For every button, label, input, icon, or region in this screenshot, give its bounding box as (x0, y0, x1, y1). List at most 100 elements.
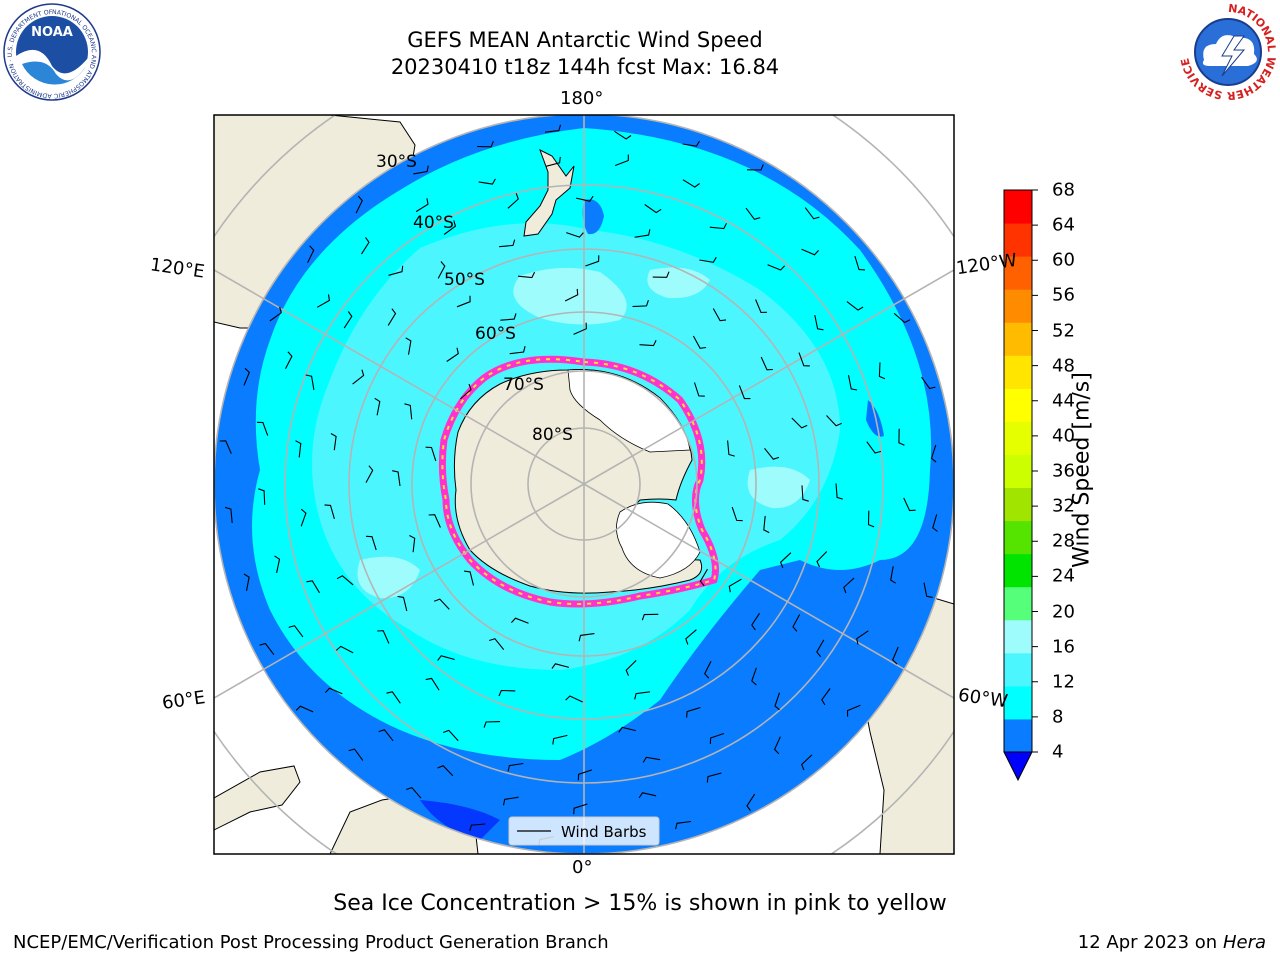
colorbar-segment (1004, 652, 1032, 687)
colorbar-segment (1004, 685, 1032, 720)
wind-barb (709, 223, 727, 230)
lat-label-60s: 60°S (475, 324, 516, 344)
wind-barb (564, 288, 579, 302)
wind-barb (801, 754, 813, 771)
wind-barb (932, 514, 938, 532)
wind-barb (305, 374, 315, 391)
lat-label-50s: 50°S (444, 270, 485, 290)
wind-barb (816, 639, 825, 658)
wind-barb (243, 573, 250, 592)
wind-barb (578, 633, 595, 642)
wind-barb (791, 417, 808, 429)
wind-barb (575, 195, 594, 202)
wind-barb (792, 614, 801, 632)
wind-barb (336, 575, 354, 586)
wind-barb (642, 756, 661, 763)
colorbar-segment (1004, 586, 1032, 621)
wind-barb (573, 322, 587, 335)
wind-barb (930, 444, 937, 463)
colorbar-tick-label: 40 (1052, 425, 1075, 447)
chart-subtitle: 20230410 t18z 144h fcst Max: 16.84 (390, 55, 780, 79)
wind-barb (565, 695, 583, 703)
wind-barb (890, 566, 896, 584)
wind-barb (854, 255, 866, 271)
wind-barb (316, 294, 331, 308)
wind-barb (764, 447, 780, 460)
wind-barb (500, 313, 517, 321)
colorbar-segment (1004, 355, 1032, 389)
ice-shelf-ronne (616, 501, 701, 579)
wind-barb (404, 403, 413, 420)
wind-barb (285, 351, 293, 370)
wind-barb (826, 415, 842, 427)
colorbar-segment (1004, 289, 1032, 323)
wind-barb (746, 164, 764, 171)
wind-barb (731, 506, 743, 522)
wind-barb (348, 748, 364, 761)
colorbar-segment (1004, 388, 1032, 422)
wind-barb (259, 642, 275, 656)
wind-barb (386, 691, 401, 704)
wind-barb (615, 154, 629, 167)
wind-barb (306, 580, 320, 594)
wind-barb (685, 629, 697, 645)
colorbar-tick-label: 60 (1052, 249, 1075, 271)
colorbar-segment (1004, 256, 1032, 290)
wind-barb (387, 308, 397, 326)
footer-host: Hera (1222, 932, 1266, 953)
colorbar-extend-arrow (1003, 751, 1033, 782)
wind-barb (682, 179, 700, 188)
wind-barb (709, 732, 725, 745)
wind-barb (835, 483, 843, 500)
colorbar-label: Wind Speed [m/s] (1069, 372, 1095, 568)
colorbar-tick-label: 24 (1052, 565, 1075, 587)
colorbar (1003, 189, 1038, 782)
wind-barb (343, 311, 353, 329)
wind-barb (693, 382, 705, 397)
wind-barb (801, 485, 809, 502)
wind-barb (675, 820, 691, 830)
wind-barb (779, 552, 792, 569)
wind-barb (760, 356, 773, 371)
wind-barb (502, 796, 519, 806)
wind-barb (751, 612, 760, 631)
wind-barb (798, 352, 810, 367)
wind-barb (335, 645, 354, 654)
noaa-logo-text: NOAA (31, 25, 73, 40)
colorbar-tick-label: 48 (1052, 355, 1075, 377)
wind-barb (224, 506, 233, 524)
wind-barb (921, 376, 936, 390)
wind-barb (443, 729, 459, 742)
wind-barb (634, 229, 651, 238)
land-new-zealand (523, 148, 575, 237)
wind-barb (256, 421, 269, 436)
wind-barb (755, 299, 767, 313)
wind-barb (361, 237, 370, 255)
wind-barb (507, 762, 524, 772)
wind-barb (634, 691, 651, 700)
land-africa-south (214, 765, 301, 831)
colorbar-tick-label: 44 (1052, 390, 1075, 412)
wind-barb (923, 582, 933, 598)
wind-barb (773, 736, 781, 755)
wind-barb (483, 721, 501, 728)
wind-barb (652, 271, 670, 278)
colorbar-tick-label: 52 (1052, 320, 1075, 341)
wind-barb (898, 428, 905, 446)
wind-barb (243, 367, 250, 386)
colorbar-tick-label: 64 (1052, 214, 1075, 236)
colorbar-tick-label: 68 (1052, 179, 1075, 201)
colorbar-tick-label: 32 (1052, 495, 1075, 517)
wind-barb (498, 689, 516, 697)
wind-barb (644, 204, 662, 214)
wind-barb (295, 705, 314, 713)
wind-barb (510, 617, 529, 624)
legend: Wind Barbs (508, 816, 660, 846)
wind-barb (699, 256, 717, 263)
wind-barb (763, 515, 770, 534)
colorbar-tick-label: 36 (1052, 460, 1075, 482)
wind-barb (767, 264, 786, 271)
lat-label-40s: 40°S (413, 213, 454, 233)
colorbar-tick-label: 12 (1052, 671, 1075, 693)
